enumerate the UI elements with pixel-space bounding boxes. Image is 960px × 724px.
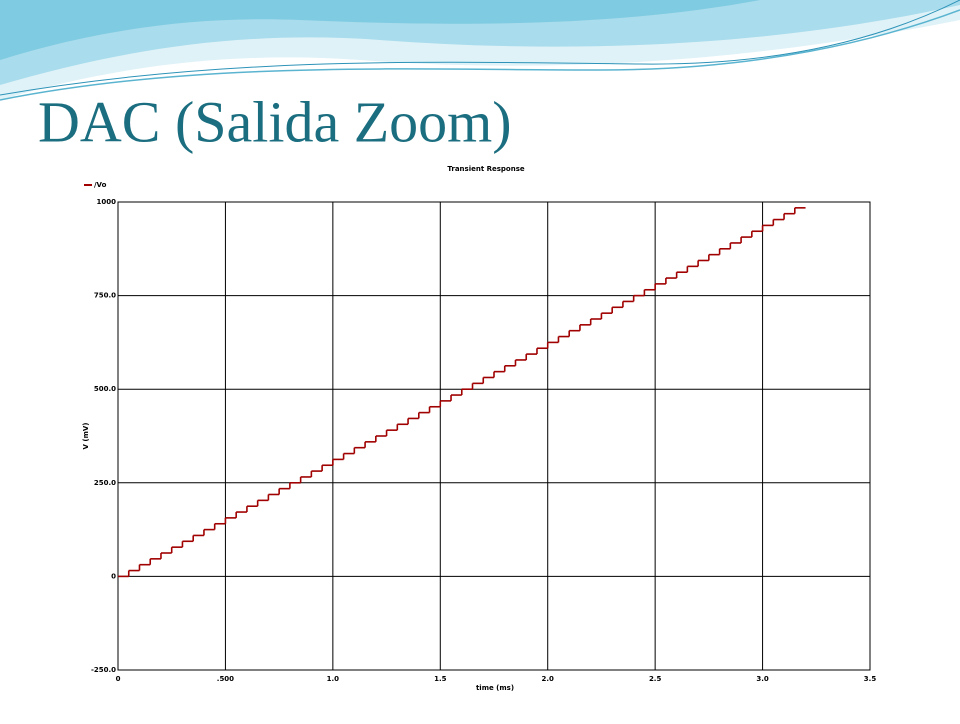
slide-title: DAC (Salida Zoom)	[38, 89, 512, 154]
y-tick-label: 1000	[97, 198, 117, 206]
y-axis-label: V (mV)	[82, 423, 90, 450]
x-tick-label: 1.5	[434, 675, 447, 683]
wave	[0, 0, 960, 85]
wave-line	[0, 0, 960, 96]
wave-line	[0, 9, 960, 101]
x-tick-label: 3.5	[864, 675, 877, 683]
x-tick-label: 0	[116, 675, 121, 683]
x-tick-label: 1.0	[327, 675, 340, 683]
plot-frame	[117, 201, 871, 671]
legend-label: /Vo	[94, 181, 107, 189]
x-tick-label: 2.5	[649, 675, 662, 683]
header-waves	[0, 0, 960, 101]
x-tick-label: .500	[217, 675, 234, 683]
x-tick-label: 2.0	[542, 675, 555, 683]
chart-title: Transient Response	[447, 165, 525, 173]
y-tick-label: 750.0	[94, 292, 116, 300]
x-tick-label: 3.0	[756, 675, 769, 683]
y-tick-label: 250.0	[94, 479, 116, 487]
wave	[0, 0, 760, 60]
y-tick-label: -250.0	[91, 666, 116, 674]
x-axis-label: time (ms)	[476, 684, 514, 692]
y-tick-label: 0	[111, 572, 116, 580]
y-tick-label: 500.0	[94, 385, 116, 393]
